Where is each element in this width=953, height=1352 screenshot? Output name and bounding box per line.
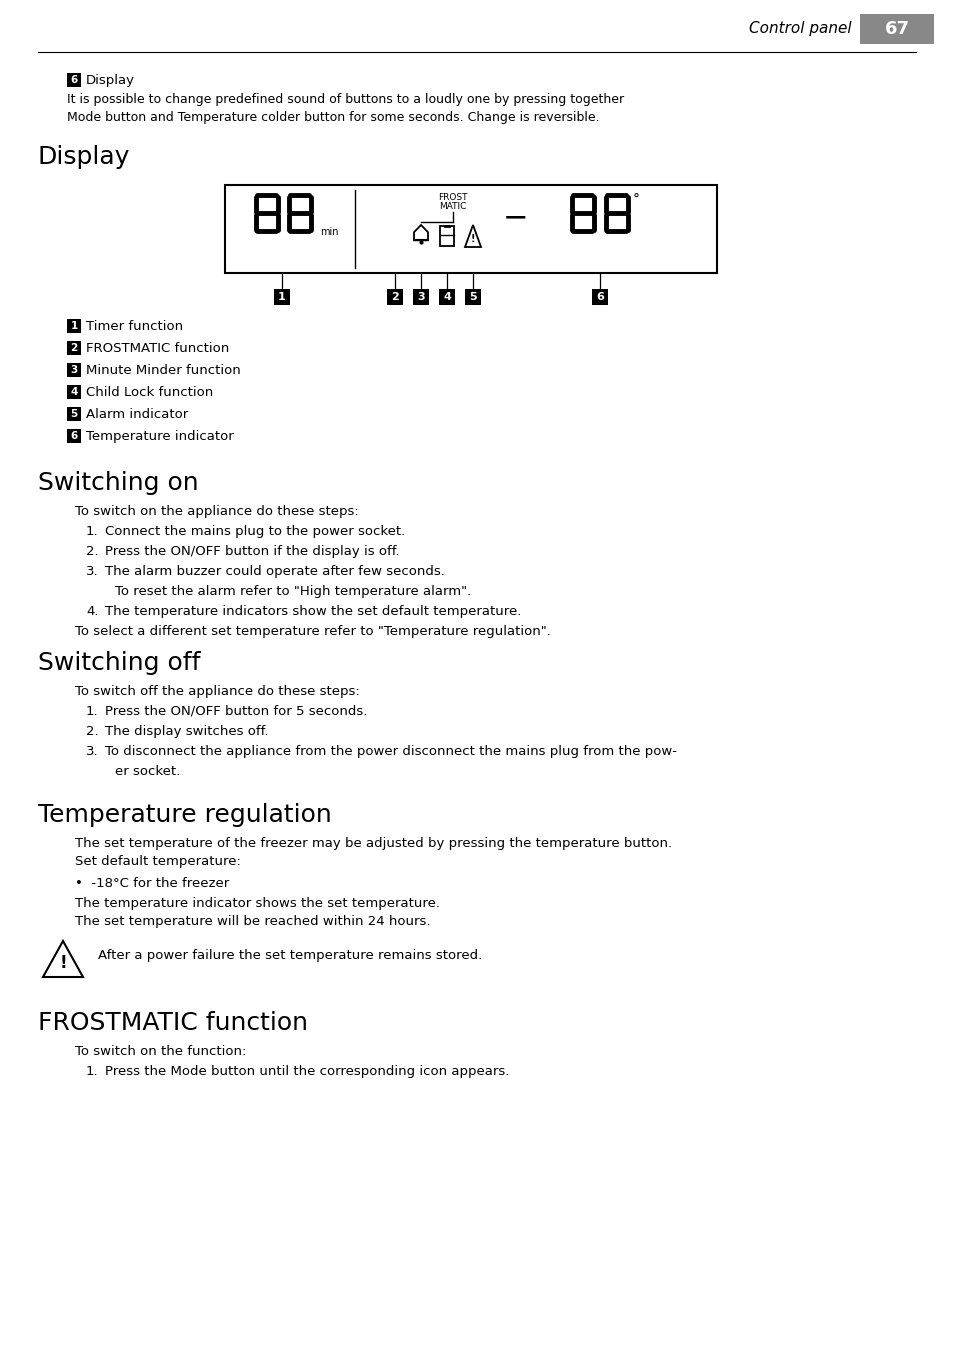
Text: 2: 2 [71,343,77,353]
Text: Minute Minder function: Minute Minder function [86,364,240,377]
Text: °: ° [633,193,639,207]
FancyBboxPatch shape [67,407,81,420]
FancyBboxPatch shape [464,289,480,306]
Text: Temperature indicator: Temperature indicator [86,430,233,443]
Text: Press the ON/OFF button if the display is off.: Press the ON/OFF button if the display i… [105,545,399,558]
FancyBboxPatch shape [67,73,81,87]
Text: Control panel: Control panel [749,22,851,37]
FancyBboxPatch shape [274,289,290,306]
Text: 3.: 3. [86,565,98,579]
Text: 1.: 1. [86,525,98,538]
Text: To switch on the appliance do these steps:: To switch on the appliance do these step… [75,506,358,518]
Text: To switch off the appliance do these steps:: To switch off the appliance do these ste… [75,685,359,698]
Text: Child Lock function: Child Lock function [86,387,213,399]
Text: 4: 4 [71,387,77,397]
Text: Switching on: Switching on [38,470,198,495]
FancyBboxPatch shape [859,14,933,45]
Text: Timer function: Timer function [86,320,183,333]
Text: Alarm indicator: Alarm indicator [86,408,188,420]
FancyBboxPatch shape [67,362,81,377]
Text: 5: 5 [469,292,476,301]
Text: FROST: FROST [437,193,467,201]
Text: 3.: 3. [86,745,98,758]
Text: Connect the mains plug to the power socket.: Connect the mains plug to the power sock… [105,525,405,538]
Text: FROSTMATIC function: FROSTMATIC function [38,1011,308,1036]
Text: !: ! [59,955,67,972]
FancyBboxPatch shape [67,341,81,356]
Text: To switch on the function:: To switch on the function: [75,1045,246,1059]
Text: 5: 5 [71,410,77,419]
Text: 6: 6 [71,74,77,85]
Text: 1: 1 [71,320,77,331]
Text: Display: Display [86,74,135,87]
Text: 6: 6 [71,431,77,441]
Text: 1.: 1. [86,704,98,718]
Text: Switching off: Switching off [38,652,200,675]
Text: To disconnect the appliance from the power disconnect the mains plug from the po: To disconnect the appliance from the pow… [105,745,677,758]
Text: 67: 67 [883,20,908,38]
Text: FROSTMATIC function: FROSTMATIC function [86,342,229,356]
Text: min: min [319,227,338,237]
Text: Display: Display [38,145,131,169]
Text: 4: 4 [442,292,451,301]
Text: !: ! [470,234,475,243]
FancyBboxPatch shape [413,289,429,306]
Text: The temperature indicator shows the set temperature.
The set temperature will be: The temperature indicator shows the set … [75,896,439,927]
Text: 4.: 4. [86,604,98,618]
Text: 2: 2 [391,292,398,301]
Text: 2.: 2. [86,725,98,738]
Text: The temperature indicators show the set default temperature.: The temperature indicators show the set … [105,604,521,618]
Text: The set temperature of the freezer may be adjusted by pressing the temperature b: The set temperature of the freezer may b… [75,837,672,868]
FancyBboxPatch shape [225,185,717,273]
Text: The alarm buzzer could operate after few seconds.: The alarm buzzer could operate after few… [105,565,444,579]
Text: Press the Mode button until the corresponding icon appears.: Press the Mode button until the correspo… [105,1065,509,1078]
FancyBboxPatch shape [67,385,81,399]
Text: er socket.: er socket. [115,765,180,777]
FancyBboxPatch shape [67,319,81,333]
Text: 1.: 1. [86,1065,98,1078]
Text: 3: 3 [71,365,77,375]
Text: 1: 1 [278,292,286,301]
Text: 2.: 2. [86,545,98,558]
Text: It is possible to change predefined sound of buttons to a loudly one by pressing: It is possible to change predefined soun… [67,93,623,123]
FancyBboxPatch shape [439,226,454,246]
FancyBboxPatch shape [387,289,402,306]
Text: •  -18°C for the freezer: • -18°C for the freezer [75,877,229,890]
FancyBboxPatch shape [67,429,81,443]
Text: MATIC: MATIC [438,201,466,211]
Text: 3: 3 [416,292,424,301]
Text: 6: 6 [596,292,603,301]
Text: To reset the alarm refer to "High temperature alarm".: To reset the alarm refer to "High temper… [115,585,471,598]
Text: −: − [502,203,528,233]
Text: Temperature regulation: Temperature regulation [38,803,332,827]
Text: The display switches off.: The display switches off. [105,725,268,738]
FancyBboxPatch shape [592,289,607,306]
Text: To select a different set temperature refer to "Temperature regulation".: To select a different set temperature re… [75,625,550,638]
Text: Press the ON/OFF button for 5 seconds.: Press the ON/OFF button for 5 seconds. [105,704,367,718]
FancyBboxPatch shape [438,289,455,306]
Text: After a power failure the set temperature remains stored.: After a power failure the set temperatur… [98,949,482,963]
